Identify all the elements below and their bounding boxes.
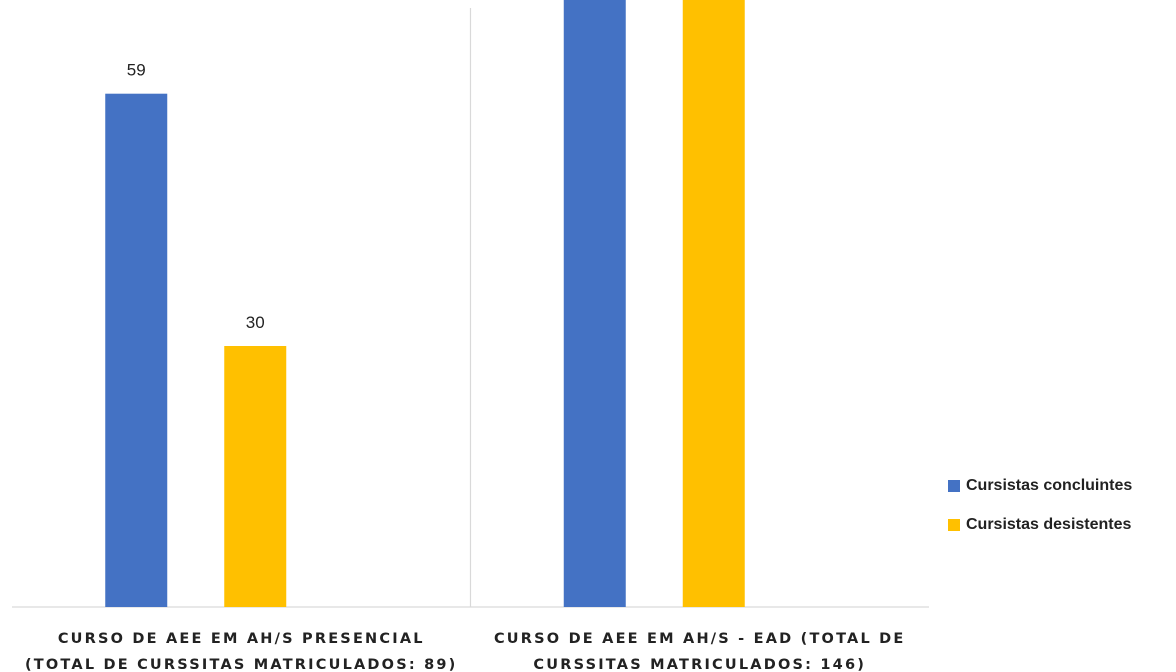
category-label-cat1-line2: (TOTAL DE CURSSITAS MATRICULADOS: 89)	[25, 657, 458, 672]
value-labels-group: 59307670	[127, 61, 265, 332]
legend-item-desistentes: Cursistas desistentes	[948, 513, 1132, 537]
value-label-desistentes-cat1: 30	[246, 313, 265, 332]
category-labels-group: CURSO DE AEE EM AH/S PRESENCIAL (TOTAL DE…	[25, 631, 906, 672]
bars-group	[105, 0, 745, 608]
bar-desistentes-cat2	[682, 0, 745, 607]
category-label-cat1-line1: CURSO DE AEE EM AH/S PRESENCIAL	[58, 631, 425, 647]
legend-label-desistentes: Cursistas desistentes	[966, 516, 1132, 533]
value-label-concluintes-cat1: 59	[127, 61, 146, 80]
legend: Cursistas concluintes Cursistas desisten…	[948, 474, 1132, 552]
legend-swatch-concluintes	[948, 480, 960, 492]
legend-swatch-desistentes	[948, 519, 960, 531]
legend-label-concluintes: Cursistas concluintes	[966, 477, 1133, 494]
category-label-cat2-line2: CURSSITAS MATRICULADOS: 146)	[533, 657, 866, 672]
category-label-cat2-line1: CURSO DE AEE EM AH/S - EAD (TOTAL DE	[494, 631, 906, 647]
bar-desistentes-cat1	[224, 346, 287, 607]
legend-item-concluintes: Cursistas concluintes	[948, 474, 1132, 498]
bar-concluintes-cat2	[563, 0, 626, 608]
bar-concluintes-cat1	[105, 93, 168, 607]
